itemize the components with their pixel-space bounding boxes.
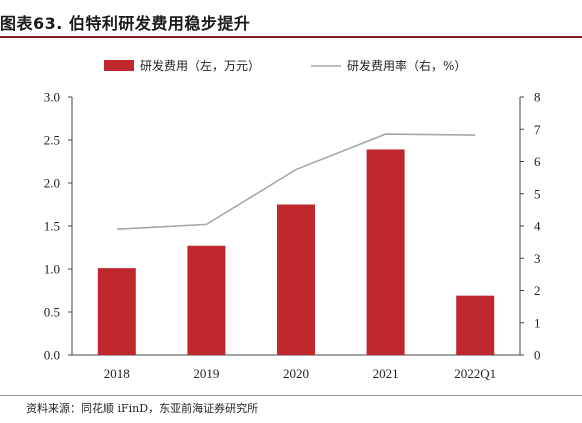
source-rule [0, 395, 582, 396]
y-tick-label-left: 3.0 [44, 90, 60, 105]
y-tick-label-right: 0 [534, 348, 541, 363]
y-tick-label-left: 0.0 [44, 348, 60, 363]
legend-line-label: 研发费用率（右，%） [347, 58, 466, 73]
legend-bar-label: 研发费用（左，万元） [140, 58, 260, 73]
bar [187, 245, 226, 355]
title-rule [0, 36, 582, 38]
y-tick-label-right: 2 [534, 283, 541, 298]
y-tick-label-right: 8 [534, 90, 541, 105]
y-tick-label-left: 2.5 [44, 133, 60, 148]
y-tick-label-left: 1.0 [44, 262, 60, 277]
x-tick-label: 2020 [283, 366, 309, 381]
y-tick-label-left: 2.0 [44, 176, 60, 191]
y-tick-label-right: 7 [534, 122, 541, 137]
chart-area: 0.0 0.5 1.0 1.5 2.0 2.5 3.0 0 1 2 3 4 5 6 7 8 2018 2019 20… [44, 58, 541, 381]
legend-bar-swatch [104, 60, 134, 71]
y-tick-label-right: 1 [534, 315, 541, 330]
y-tick-label-right: 4 [534, 219, 541, 234]
bar [277, 204, 315, 355]
x-tick-label: 2022Q1 [454, 366, 496, 381]
figure-title: 图表63. 伯特利研发费用稳步提升 [0, 14, 251, 33]
x-tick-label: 2019 [193, 366, 219, 381]
bar [456, 295, 495, 355]
x-tick-label: 2018 [104, 366, 130, 381]
y-tick-label-left: 0.5 [44, 305, 60, 320]
y-tick-label-right: 3 [534, 251, 541, 266]
bar [366, 149, 405, 355]
y-tick-label-left: 1.5 [44, 219, 60, 234]
bar [97, 268, 136, 355]
source-note: 资料来源：同花顺 iFinD，东亚前海证券研究所 [26, 402, 259, 415]
x-tick-label: 2021 [373, 366, 399, 381]
y-tick-label-right: 5 [534, 186, 541, 201]
y-tick-label-right: 6 [534, 154, 541, 169]
